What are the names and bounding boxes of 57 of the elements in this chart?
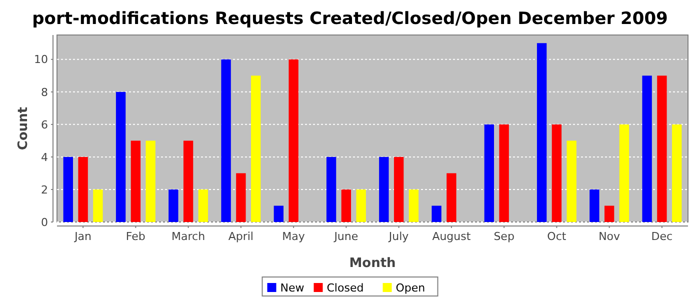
x-tick-label: August — [432, 230, 472, 243]
bar — [221, 59, 231, 222]
x-tick-label: March — [172, 230, 206, 243]
bar — [146, 140, 156, 222]
x-axis-title: Month — [349, 256, 396, 271]
bar — [288, 59, 298, 222]
legend-label: New — [280, 282, 304, 294]
x-tick-label: Nov — [598, 230, 621, 243]
bar — [657, 76, 667, 222]
chart-title: port-modifications Requests Created/Closed/Open December 2009 — [32, 9, 668, 29]
y-axis-title: Count — [16, 106, 31, 150]
bar — [642, 76, 652, 222]
bar — [130, 140, 141, 222]
bar — [408, 189, 419, 222]
bar — [536, 43, 547, 222]
y-tick-label: 8 — [41, 86, 48, 99]
bar — [499, 124, 509, 222]
bar — [552, 124, 562, 222]
bar — [78, 156, 88, 222]
bar — [484, 124, 494, 222]
bar — [446, 173, 456, 222]
legend-label: Closed — [326, 282, 364, 294]
bar — [183, 140, 194, 222]
bar — [236, 173, 246, 222]
y-tick-label: 4 — [41, 150, 48, 164]
bar — [619, 124, 630, 222]
bar — [198, 189, 208, 222]
bar — [274, 206, 284, 222]
bar — [326, 156, 336, 222]
x-tick-label: Feb — [126, 230, 146, 243]
bar — [432, 206, 442, 222]
bar — [604, 206, 614, 222]
y-tick-label: 0 — [41, 216, 48, 229]
legend-label: Open — [396, 282, 426, 294]
bar — [93, 189, 103, 222]
bar — [566, 140, 576, 222]
x-tick-label: June — [333, 230, 358, 243]
bar — [379, 156, 389, 222]
bar — [116, 92, 126, 222]
bar — [250, 76, 261, 222]
bar — [168, 189, 178, 222]
bar — [356, 189, 366, 222]
bar — [672, 124, 682, 222]
x-tick-label: July — [388, 230, 410, 243]
y-tick-label: 6 — [41, 118, 48, 132]
y-tick-label: 10 — [34, 53, 48, 66]
x-tick-label: Dec — [651, 230, 673, 243]
x-tick-label: April — [228, 230, 254, 243]
y-tick-label: 2 — [41, 183, 48, 196]
x-tick-label: Sep — [494, 230, 514, 243]
x-tick-label: May — [282, 230, 306, 243]
bar — [341, 189, 352, 222]
x-tick-label: Jan — [74, 230, 92, 243]
x-tick-label: Oct — [547, 230, 567, 243]
bar — [63, 156, 73, 222]
bar — [394, 156, 404, 222]
bar — [590, 189, 600, 222]
